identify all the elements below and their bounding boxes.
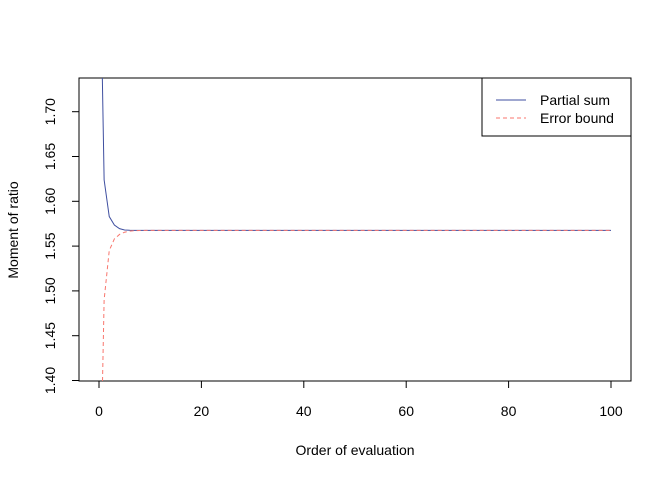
x-tick-label: 20 [194,403,210,419]
x-tick-label: 80 [501,403,517,419]
legend-label-partial-sum: Partial sum [540,92,610,108]
y-axis: 1.40 1.45 1.50 1.55 1.60 1.65 1.70 [42,98,80,394]
y-tick-label: 1.65 [42,143,58,170]
legend-label-error-bound: Error bound [540,110,614,126]
x-tick-label: 60 [398,403,414,419]
x-axis-label: Order of evaluation [295,442,414,458]
series-lines [101,77,611,382]
y-axis-label: Moment of ratio [5,181,21,278]
x-tick-label: 100 [599,403,623,419]
series-line-error-bound [102,229,611,382]
y-tick-label: 1.60 [42,187,58,214]
y-tick-label: 1.45 [42,322,58,349]
legend-box [481,77,632,137]
x-tick-label: 40 [296,403,312,419]
y-tick-label: 1.40 [42,367,58,394]
legend: Partial sum Error bound [481,77,632,137]
y-tick-label: 1.55 [42,232,58,259]
y-tick-label: 1.50 [42,277,58,304]
x-tick-label: 0 [95,403,103,419]
y-tick-label: 1.70 [42,98,58,125]
x-axis: 0 20 40 60 80 100 [95,380,623,419]
